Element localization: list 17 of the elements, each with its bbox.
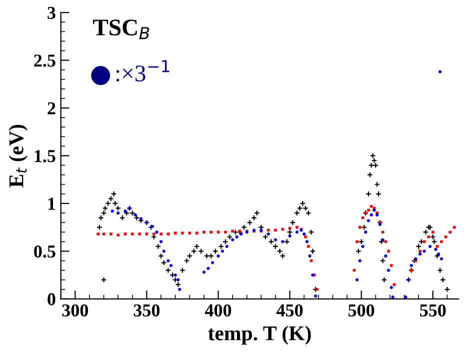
x-tick-label: 300 [62, 304, 88, 316]
y-tick-label: 1 [48, 198, 56, 210]
y-tick-label: 3 [48, 6, 56, 19]
y-axis-title: E$_{t}$ (eV) [8, 124, 28, 188]
x-tick-label: 550 [420, 304, 446, 316]
annotation: :×3$^{−1}$ [116, 60, 170, 82]
y-tick-label: 0 [48, 293, 56, 306]
x-tick-label: 450 [276, 304, 303, 316]
x-tick-label: 350 [134, 304, 160, 316]
y-tick-label: 0.5 [34, 245, 56, 258]
x-axis-title: temp. T (K) [208, 326, 311, 345]
annotation: TSC$_{B}$ [93, 20, 150, 40]
y-tick-label: 2 [48, 102, 56, 114]
y-tick-label: 1.5 [34, 150, 56, 162]
y-tick-label: 2.5 [34, 54, 56, 67]
x-tick-label: 400 [204, 304, 232, 316]
x-tick-label: 500 [348, 304, 374, 316]
